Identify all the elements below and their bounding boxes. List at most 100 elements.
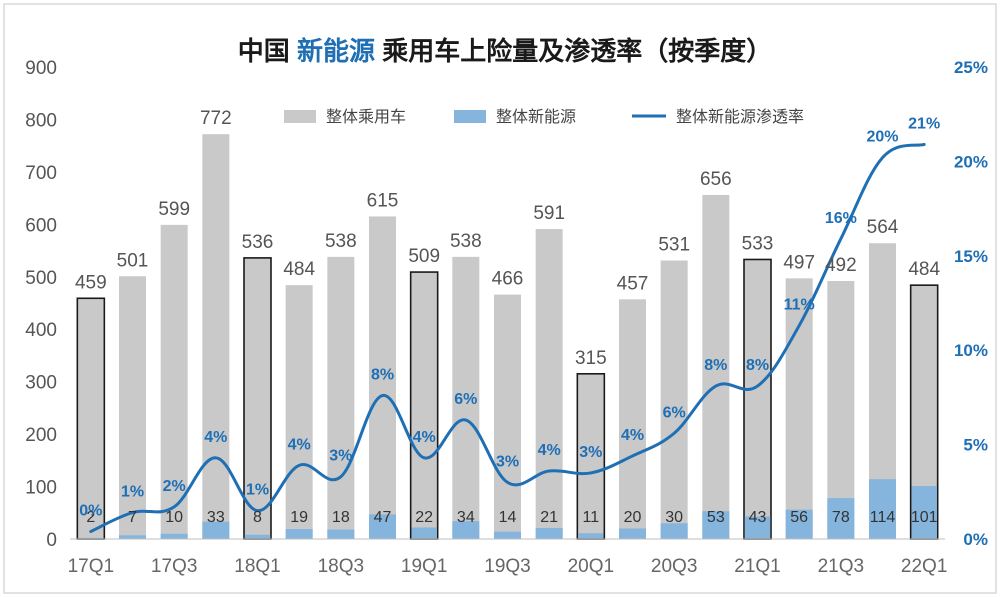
bar-nev bbox=[411, 527, 437, 539]
bar-total bbox=[369, 216, 396, 539]
x-tick-label: 21Q3 bbox=[818, 556, 864, 577]
nev-value-label: 2 bbox=[86, 509, 95, 526]
nev-value-label: 53 bbox=[707, 509, 725, 526]
x-tick-label: 21Q1 bbox=[734, 556, 780, 577]
legend: 整体乘用车 整体新能源 整体新能源渗透率 bbox=[284, 108, 804, 126]
penetration-value-label: 4% bbox=[538, 442, 561, 459]
x-tick-label: 20Q3 bbox=[651, 556, 697, 577]
x-tick-label: 22Q1 bbox=[901, 556, 947, 577]
nev-value-label: 20 bbox=[624, 509, 642, 526]
bar-nev bbox=[452, 521, 480, 539]
bar-total bbox=[535, 229, 563, 539]
total-value-label: 459 bbox=[75, 272, 107, 293]
penetration-value-label: 8% bbox=[371, 367, 394, 384]
penetration-value-label: 6% bbox=[663, 404, 686, 421]
chart-title-suffix: 乘用车上险量及渗透率（按季度） bbox=[375, 36, 772, 66]
left-tick-label: 100 bbox=[25, 478, 57, 499]
penetration-value-label: 3% bbox=[329, 448, 352, 465]
bar-nev bbox=[369, 514, 396, 539]
left-tick-label: 700 bbox=[25, 163, 57, 184]
bar-total bbox=[743, 258, 772, 540]
left-tick-label: 200 bbox=[25, 425, 57, 446]
legend-label-penetration: 整体新能源渗透率 bbox=[676, 108, 804, 126]
total-value-label: 533 bbox=[742, 233, 774, 254]
bar-nev bbox=[535, 527, 563, 539]
bar-nev bbox=[327, 529, 355, 539]
legend-swatch-nev bbox=[454, 110, 486, 123]
bar-nev bbox=[119, 535, 146, 539]
total-value-label: 484 bbox=[283, 259, 315, 280]
total-value-label: 466 bbox=[492, 269, 524, 290]
left-tick-label: 800 bbox=[25, 110, 57, 131]
penetration-value-label: 3% bbox=[579, 444, 602, 461]
nev-value-label: 33 bbox=[207, 509, 225, 526]
total-value-label: 501 bbox=[117, 250, 149, 271]
penetration-value-label: 0% bbox=[79, 502, 102, 519]
bar-total bbox=[160, 224, 188, 539]
nev-value-label: 14 bbox=[499, 509, 517, 526]
penetration-line-layer bbox=[89, 142, 926, 533]
total-value-label: 497 bbox=[783, 252, 815, 273]
right-tick-label: 15% bbox=[954, 247, 988, 266]
penetration-value-label: 4% bbox=[204, 429, 227, 446]
bar-total bbox=[285, 285, 313, 539]
penetration-value-label: 6% bbox=[454, 391, 477, 408]
chart-title: 中国 新能源 乘用车上险量及渗透率（按季度） bbox=[238, 36, 772, 66]
bar-nev bbox=[702, 511, 730, 539]
nev-value-label: 30 bbox=[665, 509, 683, 526]
bar-total bbox=[243, 257, 272, 540]
bar-nev bbox=[202, 521, 230, 539]
legend-swatch-total bbox=[284, 110, 316, 123]
chart-title-accent: 新能源 bbox=[297, 36, 375, 66]
data-labels-layer: 459 20% 501 7 1% 599 10 2% 772 33 4% 536 8 1% 484 19 4% 5… bbox=[75, 108, 940, 526]
bar-total bbox=[660, 260, 688, 539]
legend-label-nev: 整体新能源 bbox=[496, 108, 576, 126]
penetration-value-label: 1% bbox=[121, 484, 144, 501]
penetration-value-label: 4% bbox=[413, 429, 436, 446]
bar-total bbox=[452, 256, 480, 539]
x-tick-label: 18Q1 bbox=[234, 556, 280, 577]
bar-nev bbox=[785, 509, 813, 539]
nev-value-label: 8 bbox=[253, 509, 262, 526]
bar-total bbox=[619, 299, 646, 539]
total-value-label: 538 bbox=[450, 231, 482, 252]
bar-nev bbox=[869, 479, 896, 539]
bar-nev bbox=[911, 486, 937, 539]
bar-total bbox=[327, 256, 355, 539]
total-value-label: 492 bbox=[825, 255, 857, 276]
bar-nev bbox=[744, 516, 771, 539]
total-value-label: 509 bbox=[408, 246, 440, 267]
bar-total bbox=[119, 276, 146, 539]
nev-value-label: 34 bbox=[457, 509, 475, 526]
nev-value-label: 101 bbox=[911, 509, 938, 526]
total-value-label: 656 bbox=[700, 169, 732, 190]
penetration-value-label: 8% bbox=[704, 357, 727, 374]
bar-nev bbox=[619, 528, 646, 539]
left-tick-label: 500 bbox=[25, 268, 57, 289]
nev-value-label: 19 bbox=[290, 509, 308, 526]
total-value-label: 457 bbox=[617, 273, 649, 294]
penetration-value-label: 20% bbox=[866, 129, 898, 146]
right-tick-label: 20% bbox=[954, 152, 988, 171]
bar-total bbox=[409, 271, 439, 540]
left-tick-label: 600 bbox=[25, 215, 57, 236]
penetration-value-label: 3% bbox=[496, 453, 519, 470]
x-tick-label: 17Q3 bbox=[151, 556, 197, 577]
penetration-value-label: 8% bbox=[746, 357, 769, 374]
right-tick-label: 25% bbox=[954, 58, 988, 77]
nev-value-label: 21 bbox=[540, 509, 558, 526]
penetration-value-label: 21% bbox=[908, 115, 940, 132]
penetration-value-label: 1% bbox=[246, 482, 269, 499]
right-tick-label: 5% bbox=[963, 436, 988, 455]
left-axis: 0 100 200 300 400 500 600 700 800 900 bbox=[25, 58, 57, 551]
total-value-label: 564 bbox=[867, 217, 899, 238]
total-value-label: 538 bbox=[325, 231, 357, 252]
chart-title-prefix: 中国 bbox=[238, 36, 297, 66]
right-tick-label: 0% bbox=[963, 530, 988, 549]
bar-total bbox=[202, 134, 230, 539]
penetration-line bbox=[89, 142, 926, 533]
total-value-label: 591 bbox=[533, 203, 565, 224]
nev-value-label: 43 bbox=[749, 509, 767, 526]
nev-value-label: 18 bbox=[332, 509, 350, 526]
